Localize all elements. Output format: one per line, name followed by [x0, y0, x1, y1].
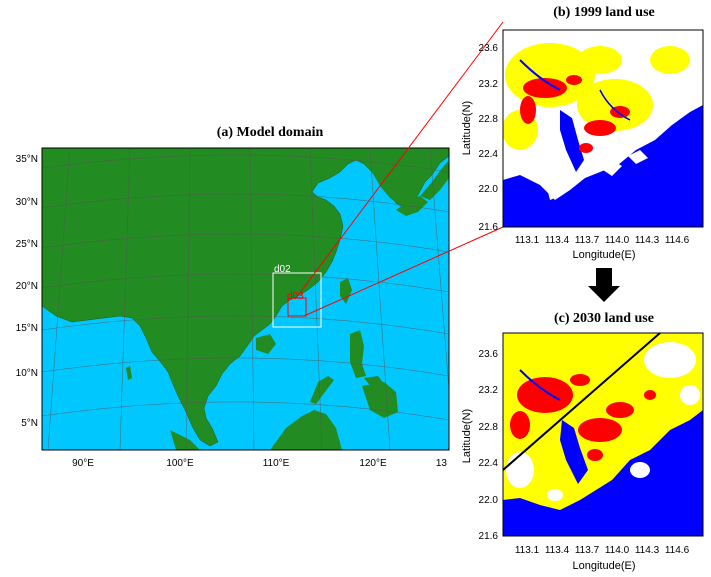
- x-tick: 114.6: [665, 545, 690, 556]
- lat-label: 15°N: [16, 323, 38, 334]
- x-tick: 113.4: [545, 545, 570, 556]
- x-tick: 113.7: [575, 235, 600, 246]
- luzon-island: [350, 330, 366, 378]
- estuary: [560, 110, 584, 172]
- y-tick: 21.6: [479, 222, 499, 233]
- panel-c-title: (c) 2030 land use: [554, 311, 654, 326]
- lon-label: 13: [436, 458, 448, 469]
- river: [599, 89, 631, 121]
- x-tick: 114.6: [665, 235, 690, 246]
- y-tick: 22.8: [479, 114, 499, 125]
- panel-b-xlabel: Longitude(E): [573, 249, 636, 261]
- panel-c-frame: [502, 332, 704, 537]
- panel-a-title: (a) Model domain: [217, 125, 324, 140]
- lon-label: 90°E: [72, 458, 94, 469]
- x-tick: 114.0: [605, 545, 630, 556]
- panel-b-ylabel: Latitude(N): [461, 101, 473, 155]
- hainan-island: [256, 334, 276, 354]
- visayas-islands: [364, 376, 384, 388]
- sumatra-island: [170, 430, 200, 450]
- y-tick: 22.4: [479, 458, 499, 469]
- lat-label: 35°N: [16, 154, 38, 165]
- y-tick: 23.6: [479, 349, 499, 360]
- korea-peninsula: [372, 170, 402, 204]
- x-tick: 114.0: [605, 235, 630, 246]
- lat-label: 25°N: [16, 239, 38, 250]
- urban-patches: [510, 374, 656, 461]
- panel-c-y-ticks: 23.6 23.2 22.8 22.4 22.0 21.6: [479, 349, 499, 542]
- lat-label: 20°N: [16, 281, 38, 292]
- panel-c-xlabel: Longitude(E): [573, 560, 636, 572]
- down-arrow-icon: [588, 268, 620, 302]
- x-tick: 113.1: [515, 235, 540, 246]
- panel-b-frame: [502, 29, 704, 228]
- panel-b-y-ticks: 23.6 23.2 22.8 22.4 22.0 21.6: [479, 43, 499, 233]
- lon-label: 120°E: [359, 458, 387, 469]
- island: [628, 150, 648, 164]
- japan-honshu: [420, 160, 449, 200]
- taiwan-island: [340, 278, 352, 304]
- urban-patches: [520, 75, 630, 153]
- panel-b-x-ticks: 113.1 113.4 113.7 114.0 114.3 114.6: [515, 235, 690, 246]
- borneo-island: [270, 410, 342, 450]
- lon-label: 110°E: [263, 458, 290, 469]
- x-tick: 113.4: [545, 235, 570, 246]
- panel-b-map: [503, 30, 703, 227]
- lat-label: 30°N: [16, 197, 38, 208]
- island: [600, 160, 622, 176]
- lon-label: 100°E: [166, 458, 194, 469]
- y-tick: 22.8: [479, 422, 499, 433]
- other-patches: [506, 342, 700, 501]
- y-tick: 21.6: [479, 531, 499, 542]
- river: [519, 59, 561, 91]
- panel-a-lon-labels: 90°E 100°E 110°E 120°E 13: [72, 458, 447, 469]
- x-tick: 113.7: [575, 545, 600, 556]
- river: [519, 369, 561, 401]
- panel-c-ylabel: Latitude(N): [461, 409, 473, 463]
- graticule: [42, 148, 449, 450]
- lat-label: 10°N: [16, 368, 38, 379]
- estuary: [560, 420, 588, 484]
- d02-domain-box: [272, 272, 322, 328]
- palawan-island: [310, 376, 334, 404]
- panel-a-frame: [41, 147, 450, 451]
- callout-line-top: [295, 21, 504, 299]
- callout-line-bottom: [303, 226, 504, 317]
- panel-a-lat-labels: 35°N 30°N 25°N 20°N 15°N 10°N 5°N: [16, 154, 38, 429]
- y-tick: 22.4: [479, 149, 499, 160]
- sea: [503, 410, 703, 536]
- d03-label: d03: [287, 291, 304, 302]
- y-tick: 23.6: [479, 43, 499, 54]
- d03-domain-box: [287, 297, 307, 317]
- y-tick: 23.2: [479, 79, 499, 90]
- island: [548, 188, 560, 200]
- panel-a-map: [42, 148, 449, 450]
- panel-c-x-ticks: 113.1 113.4 113.7 114.0 114.3 114.6: [515, 545, 690, 556]
- x-tick: 114.3: [635, 235, 660, 246]
- sea: [503, 105, 703, 227]
- d02-label: d02: [274, 264, 291, 275]
- andaman-islands: [126, 366, 132, 380]
- x-tick: 113.1: [515, 545, 540, 556]
- y-tick: 23.2: [479, 385, 499, 396]
- y-tick: 22.0: [479, 184, 499, 195]
- cross-section-line: [503, 333, 661, 471]
- panel-c-map: [503, 333, 703, 536]
- panel-b-title: (b) 1999 land use: [553, 5, 655, 20]
- x-tick: 114.3: [635, 545, 660, 556]
- y-tick: 22.0: [479, 495, 499, 506]
- lat-label: 5°N: [21, 418, 38, 429]
